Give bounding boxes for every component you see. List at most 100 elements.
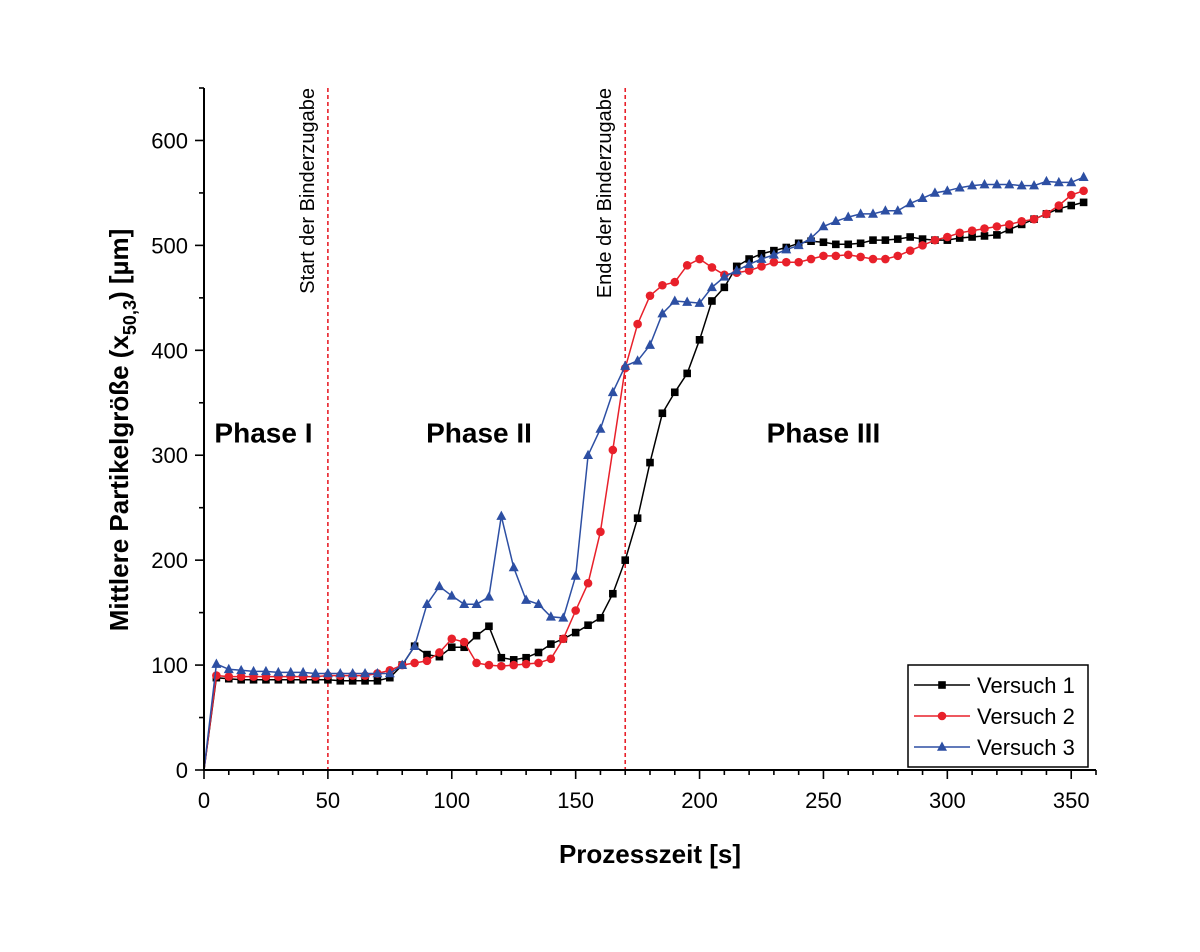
data-point <box>384 667 395 678</box>
data-point <box>806 254 816 264</box>
x-tick-label: 350 <box>1053 788 1090 813</box>
data-point <box>893 251 903 261</box>
y-axis-title-main: Mittlere Partikelgröße (x <box>104 335 134 632</box>
data-point <box>497 661 506 671</box>
data-point <box>484 660 494 670</box>
data-point <box>360 667 371 678</box>
data-point <box>1041 175 1052 186</box>
data-point <box>905 197 916 208</box>
y-tick-label: 0 <box>176 758 188 783</box>
phase-label: Phase II <box>426 418 532 449</box>
data-point <box>260 665 271 676</box>
data-point <box>1017 216 1026 226</box>
data-point <box>992 222 1002 231</box>
data-point <box>397 659 408 669</box>
data-point <box>485 622 493 631</box>
data-point <box>459 598 470 609</box>
x-tick-label: 50 <box>316 788 340 813</box>
data-point <box>843 211 854 221</box>
data-point <box>1029 214 1039 224</box>
data-point <box>212 671 221 680</box>
data-point <box>386 673 394 682</box>
data-point <box>918 241 927 250</box>
x-tick-label: 100 <box>433 788 470 813</box>
data-point <box>434 580 445 591</box>
data-point <box>496 510 507 520</box>
data-point <box>1078 171 1089 181</box>
data-point <box>472 658 481 668</box>
data-point <box>843 250 853 260</box>
data-point <box>669 295 680 305</box>
data-point <box>856 239 865 248</box>
data-point <box>372 667 383 678</box>
data-point <box>1079 198 1088 207</box>
data-point <box>460 643 468 652</box>
data-point <box>547 640 555 648</box>
data-point <box>670 388 679 397</box>
data-point <box>447 634 457 644</box>
data-point <box>322 667 333 678</box>
x-ticks: 0 50 100 150 200 250 300 350 <box>198 770 1097 813</box>
data-point <box>744 266 754 275</box>
data-point <box>446 590 457 600</box>
binder-marker-label: Ende der Binderzugabe <box>594 88 616 298</box>
data-point <box>646 458 654 467</box>
data-point <box>719 271 730 281</box>
data-point <box>781 244 792 254</box>
legend-label: Versuch 2 <box>977 704 1075 729</box>
data-point <box>632 355 643 365</box>
data-point <box>929 187 940 197</box>
data-point <box>869 236 877 244</box>
data-point <box>335 667 346 678</box>
data-point <box>633 514 642 522</box>
data-point <box>1066 176 1077 187</box>
data-point <box>905 246 915 255</box>
data-point <box>979 179 990 189</box>
data-point <box>695 254 704 264</box>
data-point <box>423 650 431 659</box>
data-point <box>409 640 420 650</box>
data-point <box>707 263 717 272</box>
legend: Versuch 1 Versuch 2 Versuch 3 <box>907 664 1089 768</box>
data-point <box>223 663 234 674</box>
legend-label: Versuch 1 <box>977 673 1075 698</box>
data-point <box>447 643 456 652</box>
data-point <box>856 252 865 262</box>
data-point <box>657 308 668 318</box>
data-point <box>1004 179 1015 189</box>
data-point <box>522 653 530 662</box>
y-axis-title: Mittlere Partikelgröße (x50,3) [µm] <box>104 229 140 632</box>
data-point <box>991 179 1002 189</box>
data-point <box>483 591 494 601</box>
data-point <box>608 445 618 455</box>
data-point <box>830 215 841 226</box>
data-point <box>645 291 655 301</box>
data-point <box>435 648 444 657</box>
data-point <box>248 665 259 676</box>
data-point <box>508 561 519 572</box>
data-point <box>893 235 902 243</box>
y-tick-label: 500 <box>151 233 188 258</box>
data-point <box>571 628 580 637</box>
data-point <box>819 251 828 261</box>
data-point <box>781 257 791 267</box>
data-point <box>720 283 729 292</box>
data-point <box>459 637 469 647</box>
data-point <box>818 220 829 231</box>
data-point <box>706 281 717 292</box>
data-point <box>645 339 655 349</box>
data-point <box>336 677 345 685</box>
x-axis-title: Prozesszeit [s] <box>559 839 741 869</box>
binder-marker-label: Start der Binderzugabe <box>297 88 319 294</box>
y-tick-label: 400 <box>151 338 188 363</box>
data-point <box>658 409 667 418</box>
data-point <box>831 251 841 261</box>
data-point <box>968 233 976 241</box>
x-tick-label: 200 <box>681 788 718 813</box>
data-point <box>819 238 828 247</box>
data-point <box>880 205 891 215</box>
data-point <box>273 666 284 677</box>
y-tick-label: 300 <box>151 443 188 468</box>
data-point <box>224 672 234 681</box>
data-point <box>211 658 222 668</box>
